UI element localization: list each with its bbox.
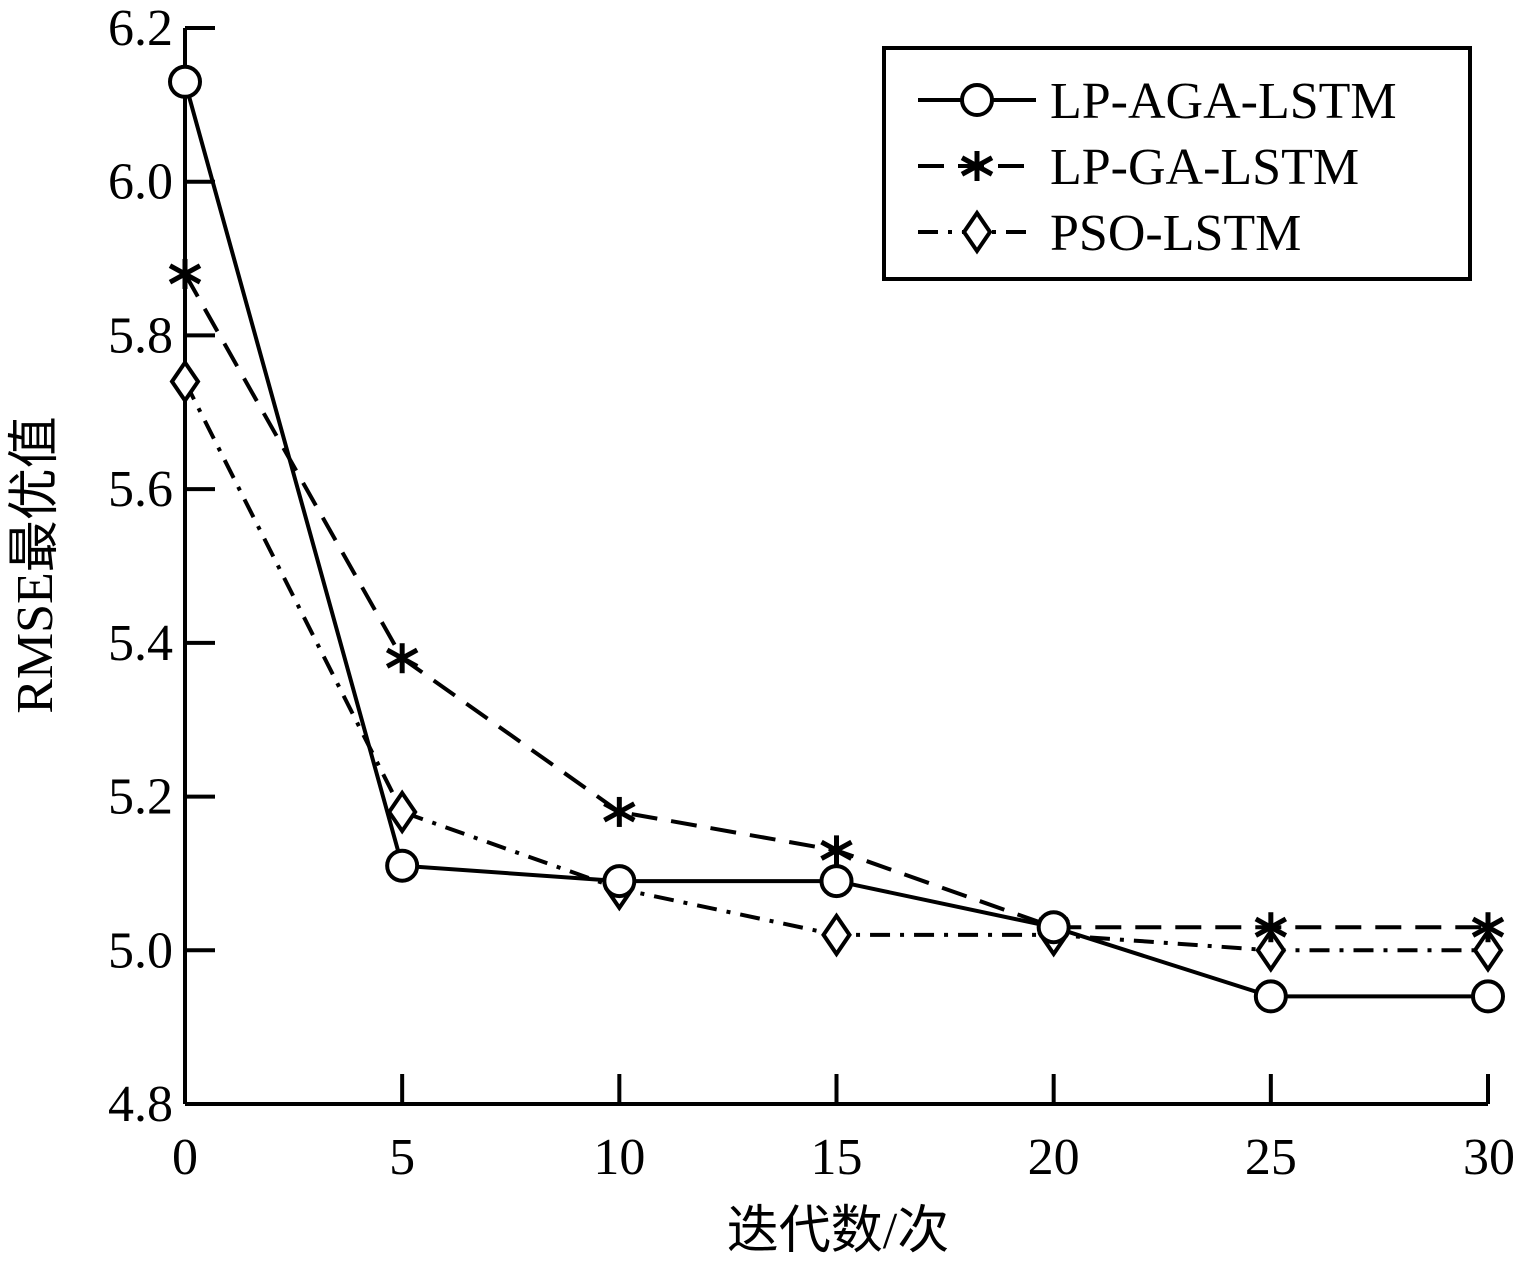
asterisk-stroke [385,647,419,669]
x-tick-label: 20 [1028,1129,1080,1186]
x-tick-label: 0 [172,1129,198,1186]
asterisk-stroke [168,263,202,285]
data-point-lp-ga-lstm [168,258,202,289]
legend-label: PSO-LSTM [1050,205,1301,262]
asterisk-stroke [603,801,636,823]
x-tick-label: 30 [1463,1129,1515,1186]
asterisk-stroke [960,155,994,177]
data-point-pso-lstm [821,912,852,958]
legend-marker-pso-lstm [961,209,993,255]
data-point-lp-aga-lstm [1036,910,1071,945]
axes: 4.8 5.0 5.2 5.4 5.6 5.8 6.0 6.2 0 5 10 15 20 25 30 [108,0,1515,1186]
x-axis-label: 迭代数/次 [727,1203,949,1260]
data-point-lp-aga-lstm [385,848,420,883]
legend-marker-lp-aga-lstm [960,83,994,117]
data-point-pso-lstm [1472,927,1504,973]
data-point-lp-aga-lstm [168,64,202,99]
x-tick-label: 25 [1245,1129,1297,1186]
data-point-pso-lstm [169,359,201,405]
data-point-lp-ga-lstm [1254,912,1288,943]
y-tick-label: 5.8 [108,307,173,364]
data-point-lp-aga-lstm [1253,979,1288,1014]
data-point-lp-aga-lstm [602,864,637,899]
data-point-lp-ga-lstm [1471,912,1505,943]
series-line-lp-ga-lstm [183,272,1488,930]
legend-marker-lp-ga-lstm [960,151,994,181]
x-tick-label: 5 [389,1129,415,1186]
asterisk-stroke [1254,916,1288,938]
legend: LP-AGA-LSTM LP-GA-LSTM PSO-LSTM [882,46,1472,281]
asterisk-stroke [1471,916,1505,938]
x-tick-label: 15 [811,1129,863,1186]
y-tick-label: 6.2 [108,0,173,57]
y-tick-label: 5.0 [108,922,173,979]
y-axis-label: RMSE最优值 [7,416,64,714]
y-tick-label: 4.8 [108,1076,173,1133]
y-tick-label: 5.6 [108,461,173,518]
data-point-lp-ga-lstm [820,835,853,866]
data-point-lp-aga-lstm [819,864,854,899]
y-tick-label: 6.0 [108,154,173,211]
x-tick-label: 10 [593,1129,645,1186]
series-group [168,64,1505,1014]
legend-label: LP-AGA-LSTM [1050,73,1397,130]
data-point-pso-lstm [386,789,418,835]
asterisk-stroke [820,839,853,861]
data-point-lp-ga-lstm [603,796,636,827]
legend-label: LP-GA-LSTM [1050,139,1359,196]
y-tick-label: 5.2 [108,769,173,826]
data-point-lp-ga-lstm [385,643,419,674]
y-tick-label: 5.4 [108,615,173,672]
data-point-pso-lstm [1255,927,1287,973]
data-point-lp-aga-lstm [1471,979,1505,1014]
